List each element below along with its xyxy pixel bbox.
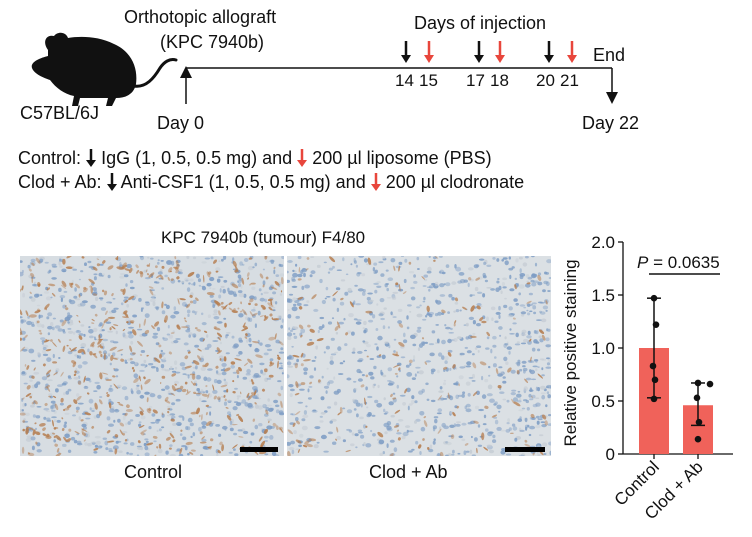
injection-arrows	[401, 41, 577, 63]
injection-title: Days of injection	[414, 13, 547, 33]
y-tick-label: 2.0	[591, 233, 615, 252]
data-point	[650, 395, 658, 403]
end-label: End	[593, 45, 626, 65]
data-point	[706, 380, 714, 388]
legend-clod-text-b: 200 µl clodronate	[385, 172, 525, 192]
red-arrow-icon	[495, 41, 505, 63]
y-axis-label: Relative positive staining	[561, 259, 580, 446]
red-arrow-icon	[370, 173, 381, 191]
black-arrow-icon	[401, 41, 411, 63]
control-tissue-texture	[20, 256, 284, 456]
legend-control-text-b: 200 µl liposome (PBS)	[312, 148, 492, 168]
scale-bar	[505, 447, 545, 452]
model-title-line2: (KPC 7940b)	[160, 32, 265, 52]
black-arrow-icon	[106, 173, 117, 191]
legend-clod: Clod + Ab: Anti-CSF1 (1, 0.5, 0.5 mg) an…	[18, 172, 524, 193]
images-title: KPC 7940b (tumour) F4/80	[161, 228, 366, 247]
data-point	[695, 418, 703, 426]
data-point	[694, 435, 702, 443]
data-point	[694, 379, 702, 387]
mouse-icon	[31, 32, 178, 106]
red-arrow-icon	[567, 41, 577, 63]
legend-control-text-a: IgG (1, 0.5, 0.5 mg) and	[101, 148, 293, 168]
scale-bar	[240, 447, 278, 452]
legend-control-prefix: Control:	[18, 148, 82, 168]
y-tick-label: 0	[606, 445, 615, 464]
black-arrow-icon	[474, 41, 484, 63]
model-title-line1: Orthotopic allograft	[124, 7, 277, 27]
timeline-axis	[180, 66, 618, 104]
clod-ab-image-label: Clod + Ab	[369, 462, 448, 482]
strain-label: C57BL/6J	[20, 103, 100, 123]
day-20-label: 20	[536, 71, 555, 90]
legend-control: Control: IgG (1, 0.5, 0.5 mg) and 200 µl…	[18, 148, 492, 169]
day-21-label: 21	[560, 71, 579, 90]
p-value-annotation: P = 0.0635	[637, 253, 720, 272]
day-17-label: 17	[466, 71, 485, 90]
legend-clod-prefix: Clod + Ab:	[18, 172, 102, 192]
day0-label: Day 0	[157, 113, 205, 133]
data-point	[652, 321, 660, 328]
red-arrow-icon	[424, 41, 434, 63]
day-14-label: 14	[395, 71, 414, 90]
data-point	[650, 294, 658, 302]
day-18-label: 18	[490, 71, 509, 90]
y-tick-label: 1.0	[591, 339, 615, 358]
black-arrow-icon	[544, 41, 554, 63]
data-point	[649, 362, 657, 370]
data-point	[693, 394, 701, 402]
legend-clod-text-a: Anti-CSF1 (1, 0.5, 0.5 mg) and	[120, 172, 366, 192]
day-15-label: 15	[419, 71, 438, 90]
control-micrograph	[20, 256, 284, 456]
y-tick-label: 0.5	[591, 392, 615, 411]
clod-ab-micrograph	[287, 256, 551, 456]
black-arrow-icon	[86, 149, 97, 167]
day22-label: Day 22	[582, 113, 640, 133]
clod-ab-tissue-texture	[287, 256, 551, 456]
control-image-label: Control	[124, 462, 183, 482]
data-point	[651, 376, 659, 384]
y-tick-label: 1.5	[591, 286, 615, 305]
red-arrow-icon	[297, 149, 308, 167]
